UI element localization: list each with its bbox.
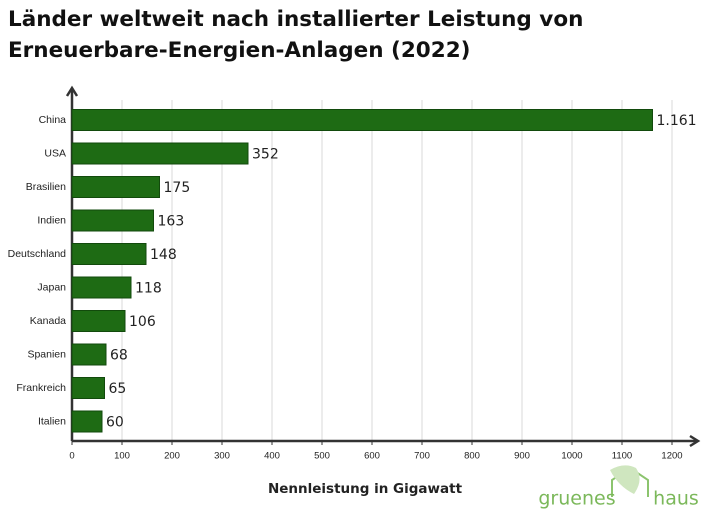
x-tick-label: 600: [364, 451, 380, 462]
x-tick-label: 100: [114, 451, 130, 462]
y-tick-label: China: [39, 114, 67, 126]
x-tick-label: 200: [164, 451, 180, 462]
data-label: 148: [150, 247, 177, 263]
bar: [71, 176, 160, 198]
x-axis-label: Nennleistung in Gigawatt: [268, 481, 463, 497]
data-label: 68: [110, 348, 128, 364]
y-tick-label: Deutschland: [8, 248, 67, 260]
chart-title: Länder weltweit nach installierter Leist…: [8, 7, 584, 63]
data-label: 163: [158, 214, 185, 230]
x-tick-label: 500: [314, 451, 330, 462]
x-tick-label: 1200: [661, 451, 682, 462]
y-axis-arrow: [65, 85, 79, 97]
bar: [71, 276, 132, 299]
x-tick-label: 800: [464, 451, 480, 462]
logo: gruenes haus: [538, 465, 699, 510]
bar: [71, 109, 653, 131]
data-label: 65: [109, 381, 127, 397]
y-tick-label: Kanada: [30, 315, 66, 327]
y-tick-label: Spanien: [27, 348, 66, 360]
data-label: 175: [164, 180, 191, 196]
x-tick-label: 1000: [561, 451, 582, 462]
x-tick-label: 1100: [612, 451, 632, 462]
data-label: 118: [135, 281, 162, 297]
x-tick-label: 0: [69, 451, 74, 462]
data-label: 106: [129, 314, 156, 330]
bar: [71, 243, 147, 265]
bar: [71, 377, 105, 399]
y-tick-label: USA: [44, 147, 66, 159]
data-label: 352: [252, 147, 279, 163]
y-tick-label: Italien: [38, 415, 66, 427]
y-tick-label: Indien: [37, 214, 66, 226]
data-label: 1.161: [657, 113, 697, 129]
x-tick-label: 400: [264, 451, 280, 462]
bar: [71, 142, 249, 165]
x-tick-label: 300: [214, 451, 230, 462]
y-tick-label: Frankreich: [16, 382, 66, 394]
y-tick-label: Japan: [37, 281, 66, 293]
logo-leaf: [610, 465, 640, 494]
logo-text: gruenes: [538, 488, 615, 510]
x-tick-label: 700: [414, 451, 430, 462]
logo-text: haus: [653, 488, 699, 510]
bar: [71, 209, 154, 232]
x-axis-arrow: [689, 434, 701, 448]
x-tick-label: 900: [514, 451, 530, 462]
bar: [71, 410, 103, 433]
bar: [71, 310, 126, 332]
bar: [71, 343, 107, 366]
y-tick-label: Brasilien: [26, 181, 66, 193]
data-label: 60: [106, 415, 124, 431]
